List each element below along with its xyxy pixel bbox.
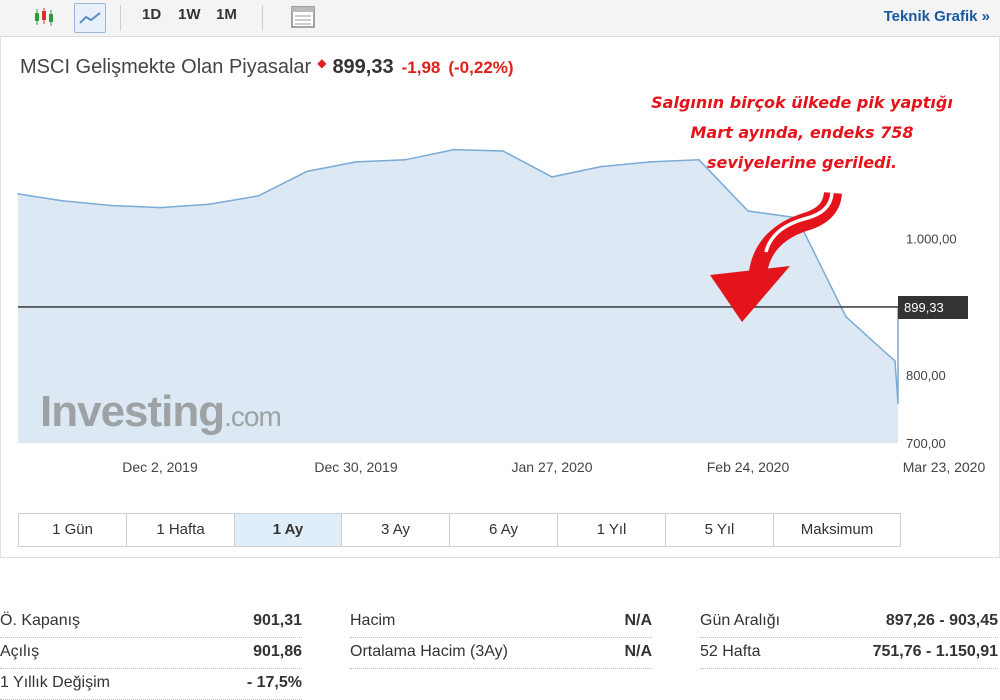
stat-divider <box>350 637 652 638</box>
stat-label: 1 Yıllık Değişim <box>0 674 110 691</box>
period-1-year[interactable]: 1 Yıl <box>558 514 666 546</box>
interval-1w-button[interactable]: 1W <box>178 6 201 23</box>
stat-row-day-range: Gün Aralığı 897,26 - 903,45 <box>700 608 998 638</box>
data-point <box>257 195 259 197</box>
series-area <box>18 149 898 443</box>
data-point <box>698 159 700 161</box>
toolbar-separator <box>262 5 263 31</box>
data-point <box>110 204 112 207</box>
stat-divider <box>700 637 998 638</box>
instrument-name: MSCI Gelişmekte Olan Piyasalar <box>20 56 312 78</box>
stat-label: Gün Aralığı <box>700 612 781 629</box>
down-arrow-icon <box>710 191 842 322</box>
data-point <box>897 319 899 322</box>
stat-label: Açılış <box>0 643 40 660</box>
data-point <box>897 353 899 356</box>
data-point <box>845 316 847 318</box>
y-tick-label: 1.000,00 <box>906 231 957 246</box>
period-6-months[interactable]: 6 Ay <box>450 514 558 546</box>
stat-row-1y-change: 1 Yıllık Değişim - 17,5% <box>0 670 302 700</box>
data-point <box>894 360 896 362</box>
period-max[interactable]: Maksimum <box>800 521 874 538</box>
toolbar-separator <box>120 5 121 31</box>
price-change: -1,98 <box>401 58 441 77</box>
annotation-line: Salgının birçok ülkede pik yaptığı <box>651 93 953 112</box>
instrument-header: MSCI Gelişmekte Olan Piyasalar ◆ 899,33 -1,… <box>20 56 514 79</box>
x-tick-label: Feb 24, 2020 <box>707 459 790 475</box>
table-view-icon[interactable] <box>288 3 318 31</box>
y-tick-label: 700,00 <box>906 436 946 451</box>
annotation-line: Mart ayında, endeks 758 <box>690 123 914 142</box>
stat-divider <box>350 668 652 669</box>
data-point <box>208 203 210 205</box>
stat-value: - 17,5% <box>246 674 302 691</box>
stat-value: N/A <box>624 612 652 629</box>
technical-chart-link[interactable]: Teknik Grafik » <box>883 8 990 25</box>
interval-1m-button[interactable]: 1M <box>216 6 237 23</box>
data-point <box>649 161 651 163</box>
stat-divider <box>0 668 302 669</box>
data-point <box>897 402 899 405</box>
stat-row-open: Açılış 901,86 <box>0 639 302 669</box>
data-point <box>600 165 602 168</box>
data-point <box>404 159 406 161</box>
data-point <box>897 350 899 352</box>
stat-label: Ortalama Hacim (3Ay) <box>350 643 508 660</box>
data-point <box>897 343 899 345</box>
current-price-tag <box>898 295 968 319</box>
stat-label: 52 Hafta <box>700 643 761 660</box>
stat-label: Ö. Kapanış <box>0 612 81 629</box>
series-line <box>17 148 899 404</box>
data-point <box>159 206 161 209</box>
period-selector: 1 Gün 1 Hafta 1 Ay 3 Ay 6 Ay 1 Yıl 5 Yıl… <box>18 513 901 547</box>
candlestick-icon[interactable] <box>30 3 58 31</box>
line-chart-icon[interactable] <box>74 3 106 33</box>
data-point <box>551 176 553 178</box>
interval-1d-button[interactable]: 1D <box>142 6 162 23</box>
stat-row-prev-close: Ö. Kapanış 901,31 <box>0 608 302 638</box>
data-point <box>453 148 455 151</box>
x-tick-label: Dec 2, 2019 <box>122 459 198 475</box>
stat-row-volume: Hacim N/A <box>350 608 652 638</box>
price-chart[interactable]: Dec 2, 2019 Dec 30, 2019 Jan 27, 2020 Feb 2… <box>0 0 1000 500</box>
stat-value: 901,86 <box>253 643 302 660</box>
data-point <box>17 193 19 195</box>
stat-value: N/A <box>624 643 652 660</box>
stat-value: 897,26 - 903,45 <box>885 612 998 629</box>
data-point <box>306 170 308 173</box>
annotation-text: Salgının birçok ülkede pik yaptığı Mart … <box>632 88 972 178</box>
period-1-week[interactable]: 1 Hafta <box>127 514 235 546</box>
y-tick-label: 800,00 <box>906 368 946 383</box>
data-point <box>502 150 504 152</box>
chart-toolbar: 1D 1W 1M Teknik Grafik » <box>0 0 1000 37</box>
data-point <box>747 210 749 212</box>
annotation-line: seviyelerine geriledi. <box>706 153 898 172</box>
period-1-month[interactable]: 1 Ay <box>235 514 342 546</box>
watermark: Investing.com <box>40 387 281 436</box>
data-point <box>61 200 63 202</box>
current-price-label: 899,33 <box>904 300 944 315</box>
live-indicator-icon: ◆ <box>317 56 327 70</box>
stat-row-avg-volume: Ortalama Hacim (3Ay) N/A <box>350 639 652 669</box>
data-point <box>355 161 357 163</box>
x-tick-label: Mar 23, 2020 <box>903 459 986 475</box>
x-tick-label: Dec 30, 2019 <box>314 459 397 475</box>
price-change-percent: (-0,22%) <box>448 58 514 77</box>
period-3-months[interactable]: 3 Ay <box>342 514 450 546</box>
stat-value: 751,76 - 1.150,91 <box>872 643 998 660</box>
period-1-day[interactable]: 1 Gün <box>19 514 127 546</box>
x-tick-label: Jan 27, 2020 <box>512 459 593 475</box>
stat-label: Hacim <box>350 612 396 629</box>
stat-divider <box>700 668 998 669</box>
stat-value: 901,31 <box>253 612 302 629</box>
last-price: 899,33 <box>332 56 394 78</box>
stat-row-52-week: 52 Hafta 751,76 - 1.150,91 <box>700 639 998 669</box>
period-5-years[interactable]: 5 Yıl <box>666 514 774 546</box>
data-point <box>897 336 899 339</box>
data-point <box>897 345 899 347</box>
stat-divider <box>0 637 302 638</box>
